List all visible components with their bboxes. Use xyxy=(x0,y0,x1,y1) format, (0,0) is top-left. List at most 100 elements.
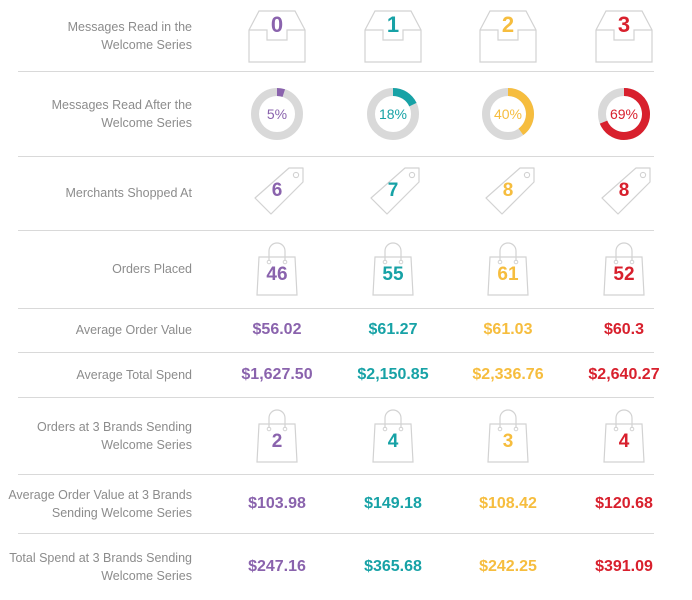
price-tag-badge: 8 xyxy=(594,165,654,221)
metric-value: $2,336.76 xyxy=(472,365,544,383)
metric-value: $365.68 xyxy=(364,557,422,575)
percent-donut: 69% xyxy=(596,86,652,142)
metric-label-line: Welcome Series xyxy=(101,437,192,452)
value-cell-red: 52 xyxy=(594,241,654,297)
value-cell-purple: 2 xyxy=(247,408,307,464)
metric-row: Merchants Shopped At 6 7 8 8 xyxy=(0,156,692,230)
metric-label: Average Order Value xyxy=(0,321,192,339)
value-cell-yellow: 40% xyxy=(480,86,536,142)
metric-label-line: Total Spend at 3 Brands Sending xyxy=(9,550,192,565)
donut-percent-label: 69% xyxy=(609,105,639,122)
metric-value: $61.03 xyxy=(483,321,533,338)
inbox-tray-icon xyxy=(595,9,653,63)
metric-value: 55 xyxy=(382,264,404,285)
shopping-bag-icon xyxy=(372,408,414,463)
value-cell-teal: $365.68 xyxy=(364,558,422,576)
value-cell-purple: 46 xyxy=(247,241,307,297)
metric-label: Messages Read After the Welcome Series xyxy=(0,96,192,132)
metric-value: $108.42 xyxy=(479,494,537,512)
donut-percent-label: 18% xyxy=(378,105,408,122)
metric-value: 0 xyxy=(270,11,284,37)
value-cell-teal: 4 xyxy=(363,408,423,464)
value-cell-red: $391.09 xyxy=(595,558,653,576)
row-divider xyxy=(18,156,654,157)
metric-row: Messages Read in the Welcome Series 0 1 2… xyxy=(0,0,692,71)
metric-row: Messages Read After the Welcome Series 5% 1… xyxy=(0,71,692,156)
row-divider xyxy=(18,71,654,72)
donut-percent-label: 40% xyxy=(493,105,523,122)
shopping-bag-icon xyxy=(487,242,529,296)
percent-donut: 40% xyxy=(480,86,536,142)
metric-label-line: Welcome Series xyxy=(101,115,192,130)
metric-value: $149.18 xyxy=(364,494,422,512)
value-cell-red: $2,640.27 xyxy=(588,366,659,384)
donut-arc xyxy=(599,87,650,140)
metric-value: 2 xyxy=(501,11,515,37)
row-divider xyxy=(18,397,654,398)
metric-value: $120.68 xyxy=(595,494,653,512)
metric-row: Average Total Spend $1,627.50 $2,150.85 $2,… xyxy=(0,352,692,397)
value-cell-yellow: 61 xyxy=(478,241,538,297)
donut-percent-label: 5% xyxy=(266,105,288,122)
metric-value: 3 xyxy=(502,430,514,452)
shopping-bag-badge: 2 xyxy=(247,408,307,464)
metric-label: Merchants Shopped At xyxy=(0,184,192,202)
value-cell-red: $120.68 xyxy=(595,495,653,513)
value-cell-purple: $103.98 xyxy=(248,495,306,513)
value-cell-purple: 6 xyxy=(247,165,307,221)
value-cell-teal: 7 xyxy=(363,165,423,221)
inbox-tray-icon xyxy=(248,9,306,63)
price-tag-icon xyxy=(254,167,304,215)
value-cell-purple: $1,627.50 xyxy=(241,366,312,384)
metric-value: 1 xyxy=(386,11,400,37)
metric-label-line: Welcome Series xyxy=(101,568,192,583)
metric-row: Orders at 3 Brands Sending Welcome Series… xyxy=(0,397,692,474)
metric-label: Total Spend at 3 Brands Sending Welcome S… xyxy=(0,549,192,585)
metric-row: Orders Placed 46 55 61 52 xyxy=(0,230,692,308)
metric-value: $56.02 xyxy=(252,321,302,338)
value-cell-yellow: $2,336.76 xyxy=(472,366,543,384)
metric-label-line: Average Total Spend xyxy=(76,367,192,382)
value-cell-purple: $56.02 xyxy=(253,321,302,339)
price-tag-icon xyxy=(601,167,651,215)
price-tag-badge: 8 xyxy=(478,165,538,221)
metric-label-line: Sending Welcome Series xyxy=(51,505,192,520)
metric-value: $391.09 xyxy=(595,557,653,575)
metric-row: Total Spend at 3 Brands Sending Welcome S… xyxy=(0,533,692,600)
metric-label: Messages Read in the Welcome Series xyxy=(0,18,192,54)
shopping-bag-icon xyxy=(256,242,298,296)
shopping-bag-badge: 4 xyxy=(594,408,654,464)
value-cell-teal: 1 xyxy=(363,8,423,64)
metric-label-line: Average Order Value at 3 Brands xyxy=(8,487,192,502)
shopping-bag-badge: 3 xyxy=(478,408,538,464)
metric-label-line: Messages Read After the xyxy=(51,97,192,112)
metric-label-line: Orders Placed xyxy=(112,262,192,276)
metric-value: 6 xyxy=(271,180,283,201)
metric-label-line: Orders at 3 Brands Sending xyxy=(37,419,192,434)
value-cell-purple: 5% xyxy=(249,86,305,142)
shopping-bag-badge: 55 xyxy=(363,241,423,297)
value-cell-red: 4 xyxy=(594,408,654,464)
metric-label-line: Welcome Series xyxy=(101,37,192,52)
row-divider xyxy=(18,533,654,534)
value-cell-teal: $61.27 xyxy=(369,321,418,339)
shopping-bag-icon xyxy=(603,408,645,463)
shopping-bag-badge: 52 xyxy=(594,241,654,297)
percent-donut: 5% xyxy=(249,86,305,142)
price-tag-icon xyxy=(370,167,420,215)
value-cell-teal: 55 xyxy=(363,241,423,297)
inbox-tray-badge: 2 xyxy=(478,8,538,64)
row-divider xyxy=(18,474,654,475)
value-cell-yellow: $61.03 xyxy=(484,321,533,339)
inbox-tray-icon xyxy=(364,9,422,63)
metric-label-line: Messages Read in the xyxy=(67,19,192,34)
shopping-bag-badge: 4 xyxy=(363,408,423,464)
value-cell-yellow: 8 xyxy=(478,165,538,221)
metric-value: 8 xyxy=(618,180,630,201)
metric-value: 61 xyxy=(497,264,519,285)
donut-arc xyxy=(276,87,286,97)
value-cell-red: 3 xyxy=(594,8,654,64)
metric-value: 52 xyxy=(613,264,635,285)
price-tag-badge: 6 xyxy=(247,165,307,221)
value-cell-teal: 18% xyxy=(365,86,421,142)
